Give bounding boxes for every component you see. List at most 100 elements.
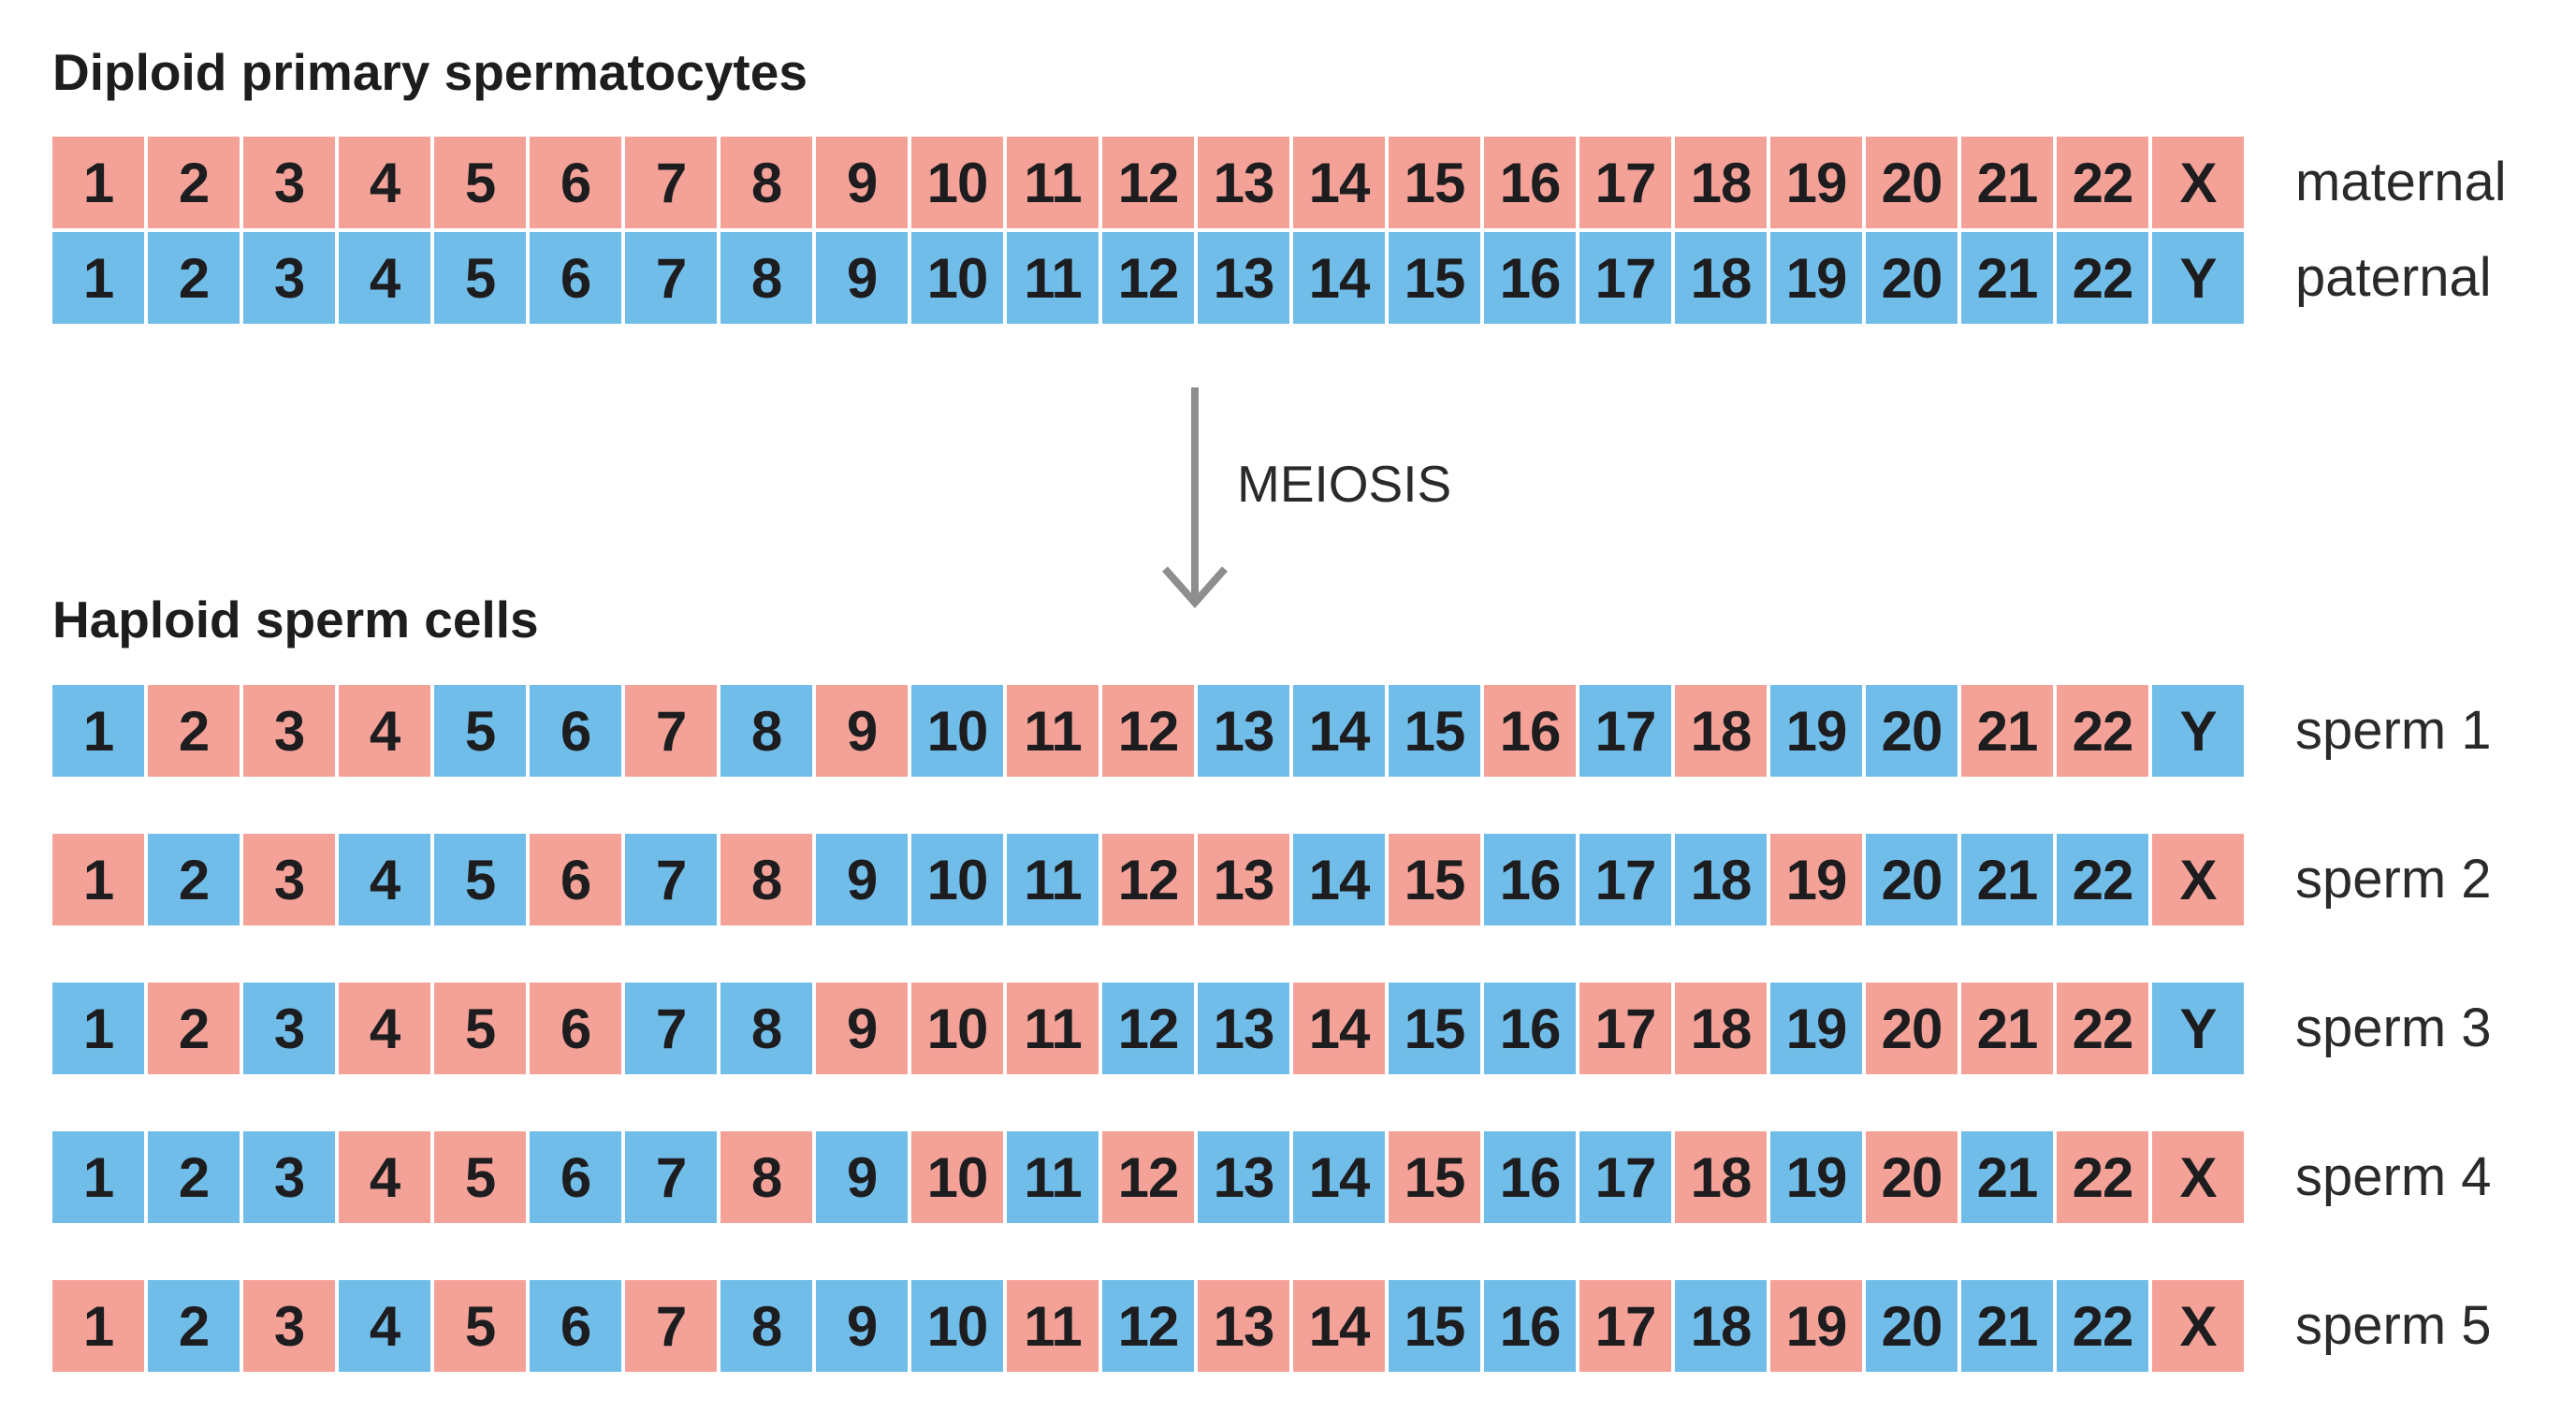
chromosome-cell: Y — [2152, 232, 2244, 324]
chromosome-cell: 5 — [434, 685, 526, 777]
chromosome-cell: 18 — [1675, 137, 1767, 228]
chromosome-cell: 3 — [243, 983, 335, 1074]
chromosome-cell: 10 — [911, 983, 1003, 1074]
chromosome-cell: 9 — [816, 1280, 908, 1372]
chromosome-cell: 12 — [1102, 137, 1194, 228]
chromosome-cell: 3 — [243, 137, 335, 228]
chromosome-cell: 16 — [1484, 834, 1576, 925]
chromosome-cell: 17 — [1579, 1131, 1671, 1223]
chromosome-cell: 22 — [2057, 685, 2148, 777]
sperm-2-label: sperm 2 — [2295, 849, 2492, 910]
chromosome-cell: Y — [2152, 685, 2244, 777]
chromosome-cell: 6 — [530, 137, 621, 228]
chromosome-cell: 2 — [148, 1280, 240, 1372]
chromosome-cell: X — [2152, 834, 2244, 925]
chromosome-cell: 14 — [1293, 1131, 1385, 1223]
chromosome-cell: 2 — [148, 685, 240, 777]
chromosome-cell: 1 — [52, 983, 144, 1074]
chromosome-cell: 6 — [530, 983, 621, 1074]
chromosome-cell: 2 — [148, 232, 240, 324]
chromosome-cell: 4 — [339, 1131, 430, 1223]
chromosome-cell: 11 — [1007, 983, 1099, 1074]
chromosome-cell: 2 — [148, 137, 240, 228]
chromosome-cell: 21 — [1961, 834, 2053, 925]
chromosome-cell: 15 — [1389, 983, 1480, 1074]
chromosome-cell: 20 — [1866, 834, 1957, 925]
chromosome-cell: 16 — [1484, 1280, 1576, 1372]
chromosome-cell: 1 — [52, 137, 144, 228]
chromosome-cell: 4 — [339, 983, 430, 1074]
chromosome-cell: 8 — [720, 1131, 812, 1223]
chromosome-cell: 7 — [625, 1131, 717, 1223]
chromosome-cell: 11 — [1007, 834, 1099, 925]
sperm-4-chromosome-row: 1 2 3 4 5 6 7 8 9 10 11 12 13 14 15 16 17 18 19 20 21 22 X — [52, 1131, 2244, 1223]
meiosis-label: MEIOSIS — [1237, 455, 1452, 513]
chromosome-cell: 17 — [1579, 137, 1671, 228]
chromosome-cell: 10 — [911, 834, 1003, 925]
chromosome-cell: 4 — [339, 137, 430, 228]
chromosome-cell: 13 — [1198, 232, 1289, 324]
chromosome-cell: 18 — [1675, 1131, 1767, 1223]
sperm-5-chromosome-row: 1 2 3 4 5 6 7 8 9 10 11 12 13 14 15 16 17 18 19 20 21 22 X — [52, 1280, 2244, 1372]
chromosome-cell: 9 — [816, 232, 908, 324]
chromosome-cell: 1 — [52, 834, 144, 925]
chromosome-cell: 2 — [148, 1131, 240, 1223]
sperm-1-label: sperm 1 — [2295, 700, 2492, 761]
chromosome-cell: 8 — [720, 137, 812, 228]
paternal-label: paternal — [2295, 247, 2492, 308]
chromosome-cell: 4 — [339, 834, 430, 925]
chromosome-cell: 3 — [243, 232, 335, 324]
chromosome-cell: 16 — [1484, 685, 1576, 777]
chromosome-cell: 10 — [911, 232, 1003, 324]
chromosome-cell: 18 — [1675, 834, 1767, 925]
chromosome-cell: 1 — [52, 232, 144, 324]
chromosome-cell: 13 — [1198, 137, 1289, 228]
chromosome-cell: 9 — [816, 1131, 908, 1223]
chromosome-cell: 2 — [148, 834, 240, 925]
sperm-3-chromosome-row: 1 2 3 4 5 6 7 8 9 10 11 12 13 14 15 16 17 18 19 20 21 22 Y — [52, 983, 2244, 1074]
chromosome-cell: 21 — [1961, 685, 2053, 777]
chromosome-cell: 22 — [2057, 137, 2148, 228]
chromosome-cell: 14 — [1293, 1280, 1385, 1372]
chromosome-cell: 14 — [1293, 232, 1385, 324]
down-arrow-icon — [1157, 387, 1232, 612]
chromosome-cell: 2 — [148, 983, 240, 1074]
chromosome-cell: 11 — [1007, 137, 1099, 228]
chromosome-cell: 20 — [1866, 232, 1957, 324]
chromosome-cell: 7 — [625, 685, 717, 777]
chromosome-cell: 1 — [52, 1280, 144, 1372]
chromosome-cell: 9 — [816, 834, 908, 925]
chromosome-cell: 11 — [1007, 685, 1099, 777]
chromosome-cell: 7 — [625, 137, 717, 228]
chromosome-cell: 11 — [1007, 232, 1099, 324]
chromosome-cell: 20 — [1866, 1280, 1957, 1372]
chromosome-cell: 3 — [243, 685, 335, 777]
chromosome-cell: 19 — [1770, 983, 1862, 1074]
chromosome-cell: 22 — [2057, 232, 2148, 324]
chromosome-cell: 17 — [1579, 834, 1671, 925]
chromosome-cell: 7 — [625, 983, 717, 1074]
chromosome-cell: 14 — [1293, 834, 1385, 925]
chromosome-cell: 15 — [1389, 232, 1480, 324]
chromosome-cell: 3 — [243, 1131, 335, 1223]
chromosome-cell: 16 — [1484, 232, 1576, 324]
chromosome-cell: 8 — [720, 1280, 812, 1372]
chromosome-cell: 16 — [1484, 137, 1576, 228]
chromosome-cell: 17 — [1579, 983, 1671, 1074]
chromosome-cell: 16 — [1484, 1131, 1576, 1223]
chromosome-cell: 15 — [1389, 834, 1480, 925]
chromosome-cell: 11 — [1007, 1280, 1099, 1372]
chromosome-cell: 12 — [1102, 232, 1194, 324]
chromosome-cell: 5 — [434, 1131, 526, 1223]
chromosome-cell: 19 — [1770, 137, 1862, 228]
chromosome-cell: 6 — [530, 834, 621, 925]
chromosome-cell: 9 — [816, 685, 908, 777]
chromosome-cell: 15 — [1389, 1280, 1480, 1372]
chromosome-cell: 1 — [52, 1131, 144, 1223]
chromosome-cell: 3 — [243, 834, 335, 925]
chromosome-cell: 12 — [1102, 834, 1194, 925]
chromosome-cell: Y — [2152, 983, 2244, 1074]
chromosome-cell: 21 — [1961, 232, 2053, 324]
chromosome-cell: 19 — [1770, 1131, 1862, 1223]
chromosome-cell: 4 — [339, 232, 430, 324]
